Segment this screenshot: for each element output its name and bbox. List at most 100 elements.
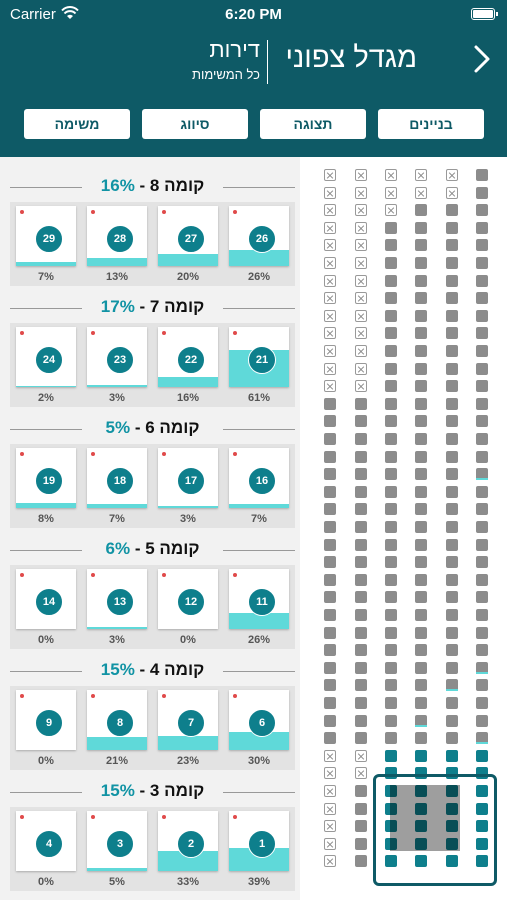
divider-line	[10, 792, 82, 793]
unit-card[interactable]: 21	[229, 327, 289, 387]
app-header: Carrier 6:20 PM מגדל צפוני דירות כל המשי…	[0, 0, 507, 157]
unit-card[interactable]: 24	[16, 327, 76, 387]
unit-card[interactable]: 2	[158, 811, 218, 871]
unit-card[interactable]: 4	[16, 811, 76, 871]
unit-number: 19	[35, 467, 63, 495]
minimap-viewport-shade	[390, 785, 460, 851]
unit-number: 7	[177, 709, 205, 737]
divider-line	[10, 308, 82, 309]
unit-card[interactable]: 28	[87, 206, 147, 266]
unit-card[interactable]: 13	[87, 569, 147, 629]
minimap-unit	[385, 451, 397, 463]
unit-card[interactable]: 27	[158, 206, 218, 266]
unit-percent: 0%	[38, 755, 54, 767]
back-button[interactable]	[473, 44, 491, 79]
minimap-active-unit	[476, 855, 488, 867]
unit-progress-fill	[87, 504, 147, 508]
minimap-unit	[446, 679, 458, 691]
unit-card[interactable]: 18	[87, 448, 147, 508]
minimap-unit	[446, 539, 458, 551]
minimap-unit	[415, 609, 427, 621]
floor-title: קומה 6 - 5%	[105, 418, 200, 437]
unit-number: 22	[177, 346, 205, 374]
minimap-unit	[446, 345, 458, 357]
minimap-unit	[385, 486, 397, 498]
minimap-unit	[324, 415, 336, 427]
floor-header: קומה 4 - 15%	[10, 652, 295, 688]
floor-section: קומה 5 - 6% 11 26% 12 0% 13 3% 14 0%	[10, 525, 295, 649]
minimap-unit	[324, 398, 336, 410]
minimap-unit	[446, 451, 458, 463]
minimap-unit	[355, 803, 367, 815]
minimap-active-unit	[446, 750, 458, 762]
minimap-unit	[415, 732, 427, 744]
minimap-unit	[415, 222, 427, 234]
unit-card[interactable]: 16	[229, 448, 289, 508]
floor-header: קומה 6 - 5%	[10, 410, 295, 446]
minimap-unit	[385, 433, 397, 445]
unit-card[interactable]: 1	[229, 811, 289, 871]
alert-dot-icon	[91, 331, 95, 335]
divider-line	[223, 308, 295, 309]
minimap-unit	[415, 627, 427, 639]
unit-card[interactable]: 7	[158, 690, 218, 750]
minimap-unit	[446, 380, 458, 392]
sort-button[interactable]: סיווג	[142, 109, 248, 139]
unit-percent: 7%	[251, 513, 267, 525]
minimap-unit	[385, 275, 397, 287]
building-minimap[interactable]	[300, 157, 507, 900]
minimap-empty-unit	[355, 292, 367, 304]
floor-title: קומה 7 - 17%	[100, 297, 205, 316]
unit-card[interactable]: 3	[87, 811, 147, 871]
alert-dot-icon	[91, 452, 95, 456]
unit-number: 28	[106, 225, 134, 253]
unit-card[interactable]: 19	[16, 448, 76, 508]
minimap-unit	[385, 363, 397, 375]
minimap-unit	[385, 574, 397, 586]
minimap-unit	[324, 679, 336, 691]
unit-card[interactable]: 6	[229, 690, 289, 750]
minimap-unit	[385, 345, 397, 357]
minimap-unit	[476, 644, 488, 656]
minimap-empty-unit	[355, 275, 367, 287]
minimap-unit	[446, 644, 458, 656]
minimap-unit	[476, 398, 488, 410]
floor-label: קומה 8	[149, 176, 205, 195]
buildings-button[interactable]: בניינים	[378, 109, 484, 139]
minimap-unit	[415, 468, 427, 480]
unit-card[interactable]: 29	[16, 206, 76, 266]
minimap-unit	[415, 380, 427, 392]
minimap-active-unit	[415, 750, 427, 762]
unit-card[interactable]: 12	[158, 569, 218, 629]
floor-section: קומה 8 - 16% 26 26% 27 20% 28 13% 29 7%	[10, 162, 295, 286]
minimap-empty-unit	[324, 239, 336, 251]
unit-card[interactable]: 14	[16, 569, 76, 629]
floor-percent: 17%	[100, 297, 135, 316]
unit-card[interactable]: 11	[229, 569, 289, 629]
building-title[interactable]: מגדל צפוני	[285, 42, 417, 74]
minimap-active-unit	[415, 803, 427, 815]
minimap-active-unit	[415, 820, 427, 832]
unit-card[interactable]: 17	[158, 448, 218, 508]
task-button[interactable]: משימה	[24, 109, 130, 139]
minimap-unit	[355, 415, 367, 427]
unit-percent: 5%	[109, 876, 125, 888]
floor-title: קומה 4 - 15%	[100, 660, 205, 679]
unit-card[interactable]: 8	[87, 690, 147, 750]
minimap-active-unit	[385, 803, 397, 815]
unit-card[interactable]: 9	[16, 690, 76, 750]
minimap-viewport[interactable]	[373, 774, 497, 886]
minimap-unit	[415, 662, 427, 674]
minimap-unit	[385, 539, 397, 551]
unit-card[interactable]: 22	[158, 327, 218, 387]
minimap-empty-unit	[446, 187, 458, 199]
minimap-active-unit	[476, 750, 488, 762]
view-button[interactable]: תצוגה	[260, 109, 366, 139]
minimap-unit	[446, 591, 458, 603]
minimap-unit	[446, 257, 458, 269]
minimap-unit	[476, 556, 488, 568]
unit-card[interactable]: 26	[229, 206, 289, 266]
minimap-unit	[415, 257, 427, 269]
unit-card[interactable]: 23	[87, 327, 147, 387]
alert-dot-icon	[20, 452, 24, 456]
